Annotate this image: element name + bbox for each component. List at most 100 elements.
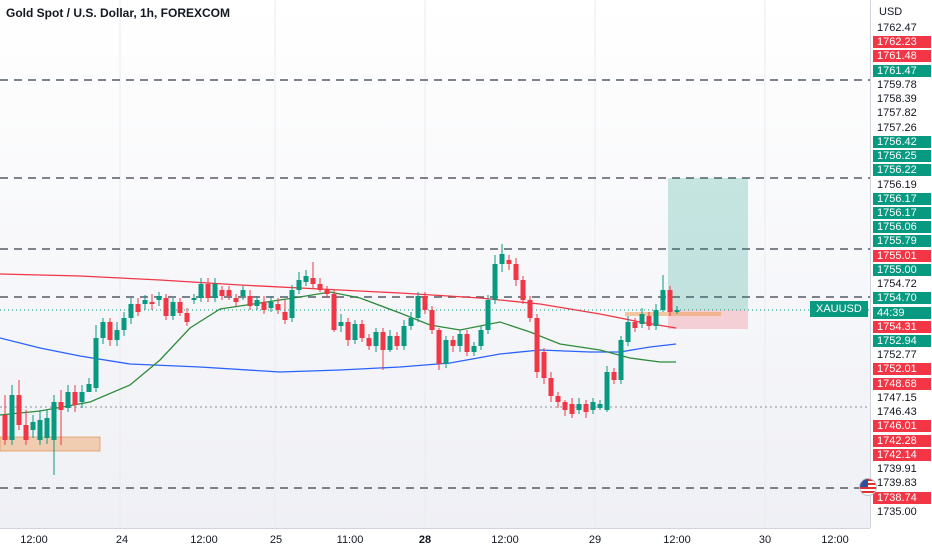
candle-body	[240, 290, 246, 296]
candle-body	[9, 395, 15, 440]
candle-body	[583, 404, 589, 412]
price-label: 1757.26	[877, 121, 917, 134]
candle-body	[247, 296, 253, 306]
candle-body	[219, 290, 225, 296]
candle-body	[51, 402, 57, 440]
price-axis[interactable]: USD 1762.47 1762.23 1761.48 1761.47 1759.78 1…	[870, 0, 932, 528]
candle-body	[408, 318, 414, 326]
candle-body	[37, 420, 43, 440]
symbol-price-tag: XAUUSD	[810, 301, 868, 317]
demand-zone	[0, 436, 101, 452]
candle-body	[156, 296, 162, 300]
time-label: 12:00	[190, 534, 218, 546]
price-label: 1747.15	[877, 391, 917, 404]
candle-body	[100, 322, 106, 338]
candle-body	[296, 280, 302, 290]
time-axis[interactable]: 12:00 24 12:00 25 11:00 28 12:00 29 12:00 30 12:00	[0, 528, 870, 550]
price-label: 1762.47	[877, 22, 917, 34]
green-moving-average	[0, 291, 676, 416]
time-label: 12:00	[663, 534, 691, 546]
candle-body	[506, 260, 512, 264]
candle-body	[520, 280, 526, 300]
candle-body	[457, 334, 463, 346]
candle-body	[352, 324, 358, 340]
candle-body	[499, 254, 505, 264]
entry-zone	[625, 312, 721, 316]
candle-body	[625, 322, 631, 342]
candle-body	[310, 278, 316, 284]
candle-body	[163, 298, 169, 316]
candle-body	[366, 338, 372, 346]
price-label: 1752.94	[873, 335, 931, 348]
chart-area[interactable]: Gold Spot / U.S. Dollar, 1h, FOREXCOM XA…	[0, 0, 870, 528]
candle-body	[562, 402, 568, 410]
price-label: 1754.31	[873, 320, 931, 333]
price-label: 44:39	[873, 306, 931, 319]
candle-body	[86, 384, 92, 392]
candle-body	[492, 264, 498, 300]
price-label: 1755.01	[873, 249, 931, 262]
candle-body	[541, 352, 547, 378]
currency-label: USD	[879, 6, 903, 18]
candle-body	[128, 304, 134, 318]
price-label: 1756.17	[873, 206, 931, 219]
candle-body	[359, 324, 365, 338]
price-label: 1762.23	[873, 36, 931, 49]
time-label: 11:00	[336, 534, 364, 546]
candle-body	[478, 330, 484, 346]
candle-body	[121, 318, 127, 330]
blue-moving-average	[0, 337, 677, 373]
price-label: 1754.70	[873, 292, 931, 305]
target-zone	[668, 178, 748, 310]
time-label: 12:00	[491, 534, 519, 546]
candle-body	[261, 302, 267, 310]
candle-body	[674, 310, 680, 312]
time-label: 30	[758, 534, 772, 546]
candle-body	[44, 418, 50, 438]
candle-body	[2, 415, 8, 440]
price-label: 1756.17	[873, 192, 931, 205]
red-moving-average	[0, 273, 677, 329]
price-label: 1756.42	[873, 135, 931, 148]
candle-body	[373, 332, 379, 346]
candle-body	[513, 264, 519, 280]
candle-body	[72, 392, 78, 405]
candle-body	[23, 425, 29, 440]
candle-body	[107, 322, 113, 340]
price-label: 1754.72	[877, 278, 917, 291]
candle-body	[184, 313, 190, 322]
candle-body	[429, 310, 435, 330]
candle-body	[212, 284, 218, 298]
candle-body	[170, 302, 176, 316]
candle-body	[660, 290, 666, 310]
price-label: 1742.14	[873, 448, 931, 461]
candle-body	[632, 322, 638, 328]
candle-body	[30, 422, 36, 430]
chart-canvas[interactable]	[0, 0, 870, 528]
candle-body	[611, 372, 617, 380]
candle-body	[555, 396, 561, 402]
time-label: 28	[418, 534, 432, 546]
time-label: 29	[588, 534, 602, 546]
price-label: 1761.48	[873, 50, 931, 63]
candle-body	[415, 296, 421, 318]
time-label: 24	[115, 534, 129, 546]
candle-body	[303, 276, 309, 282]
candle-body	[93, 338, 99, 388]
price-label: 1755.79	[873, 235, 931, 248]
candle-body	[394, 336, 400, 346]
time-label: 12:00	[20, 534, 48, 546]
candle-body	[324, 290, 330, 294]
price-label: 1756.22	[873, 164, 931, 177]
candle-body	[142, 300, 148, 304]
us-flag-icon[interactable]	[859, 478, 877, 496]
time-label: 25	[269, 534, 283, 546]
price-label: 1746.43	[877, 406, 917, 419]
candle-body	[338, 322, 344, 326]
candle-body	[590, 402, 596, 410]
candle-body	[387, 336, 393, 350]
price-label: 1756.06	[873, 221, 931, 234]
price-label: 1752.77	[877, 349, 917, 362]
candle-body	[646, 316, 652, 326]
